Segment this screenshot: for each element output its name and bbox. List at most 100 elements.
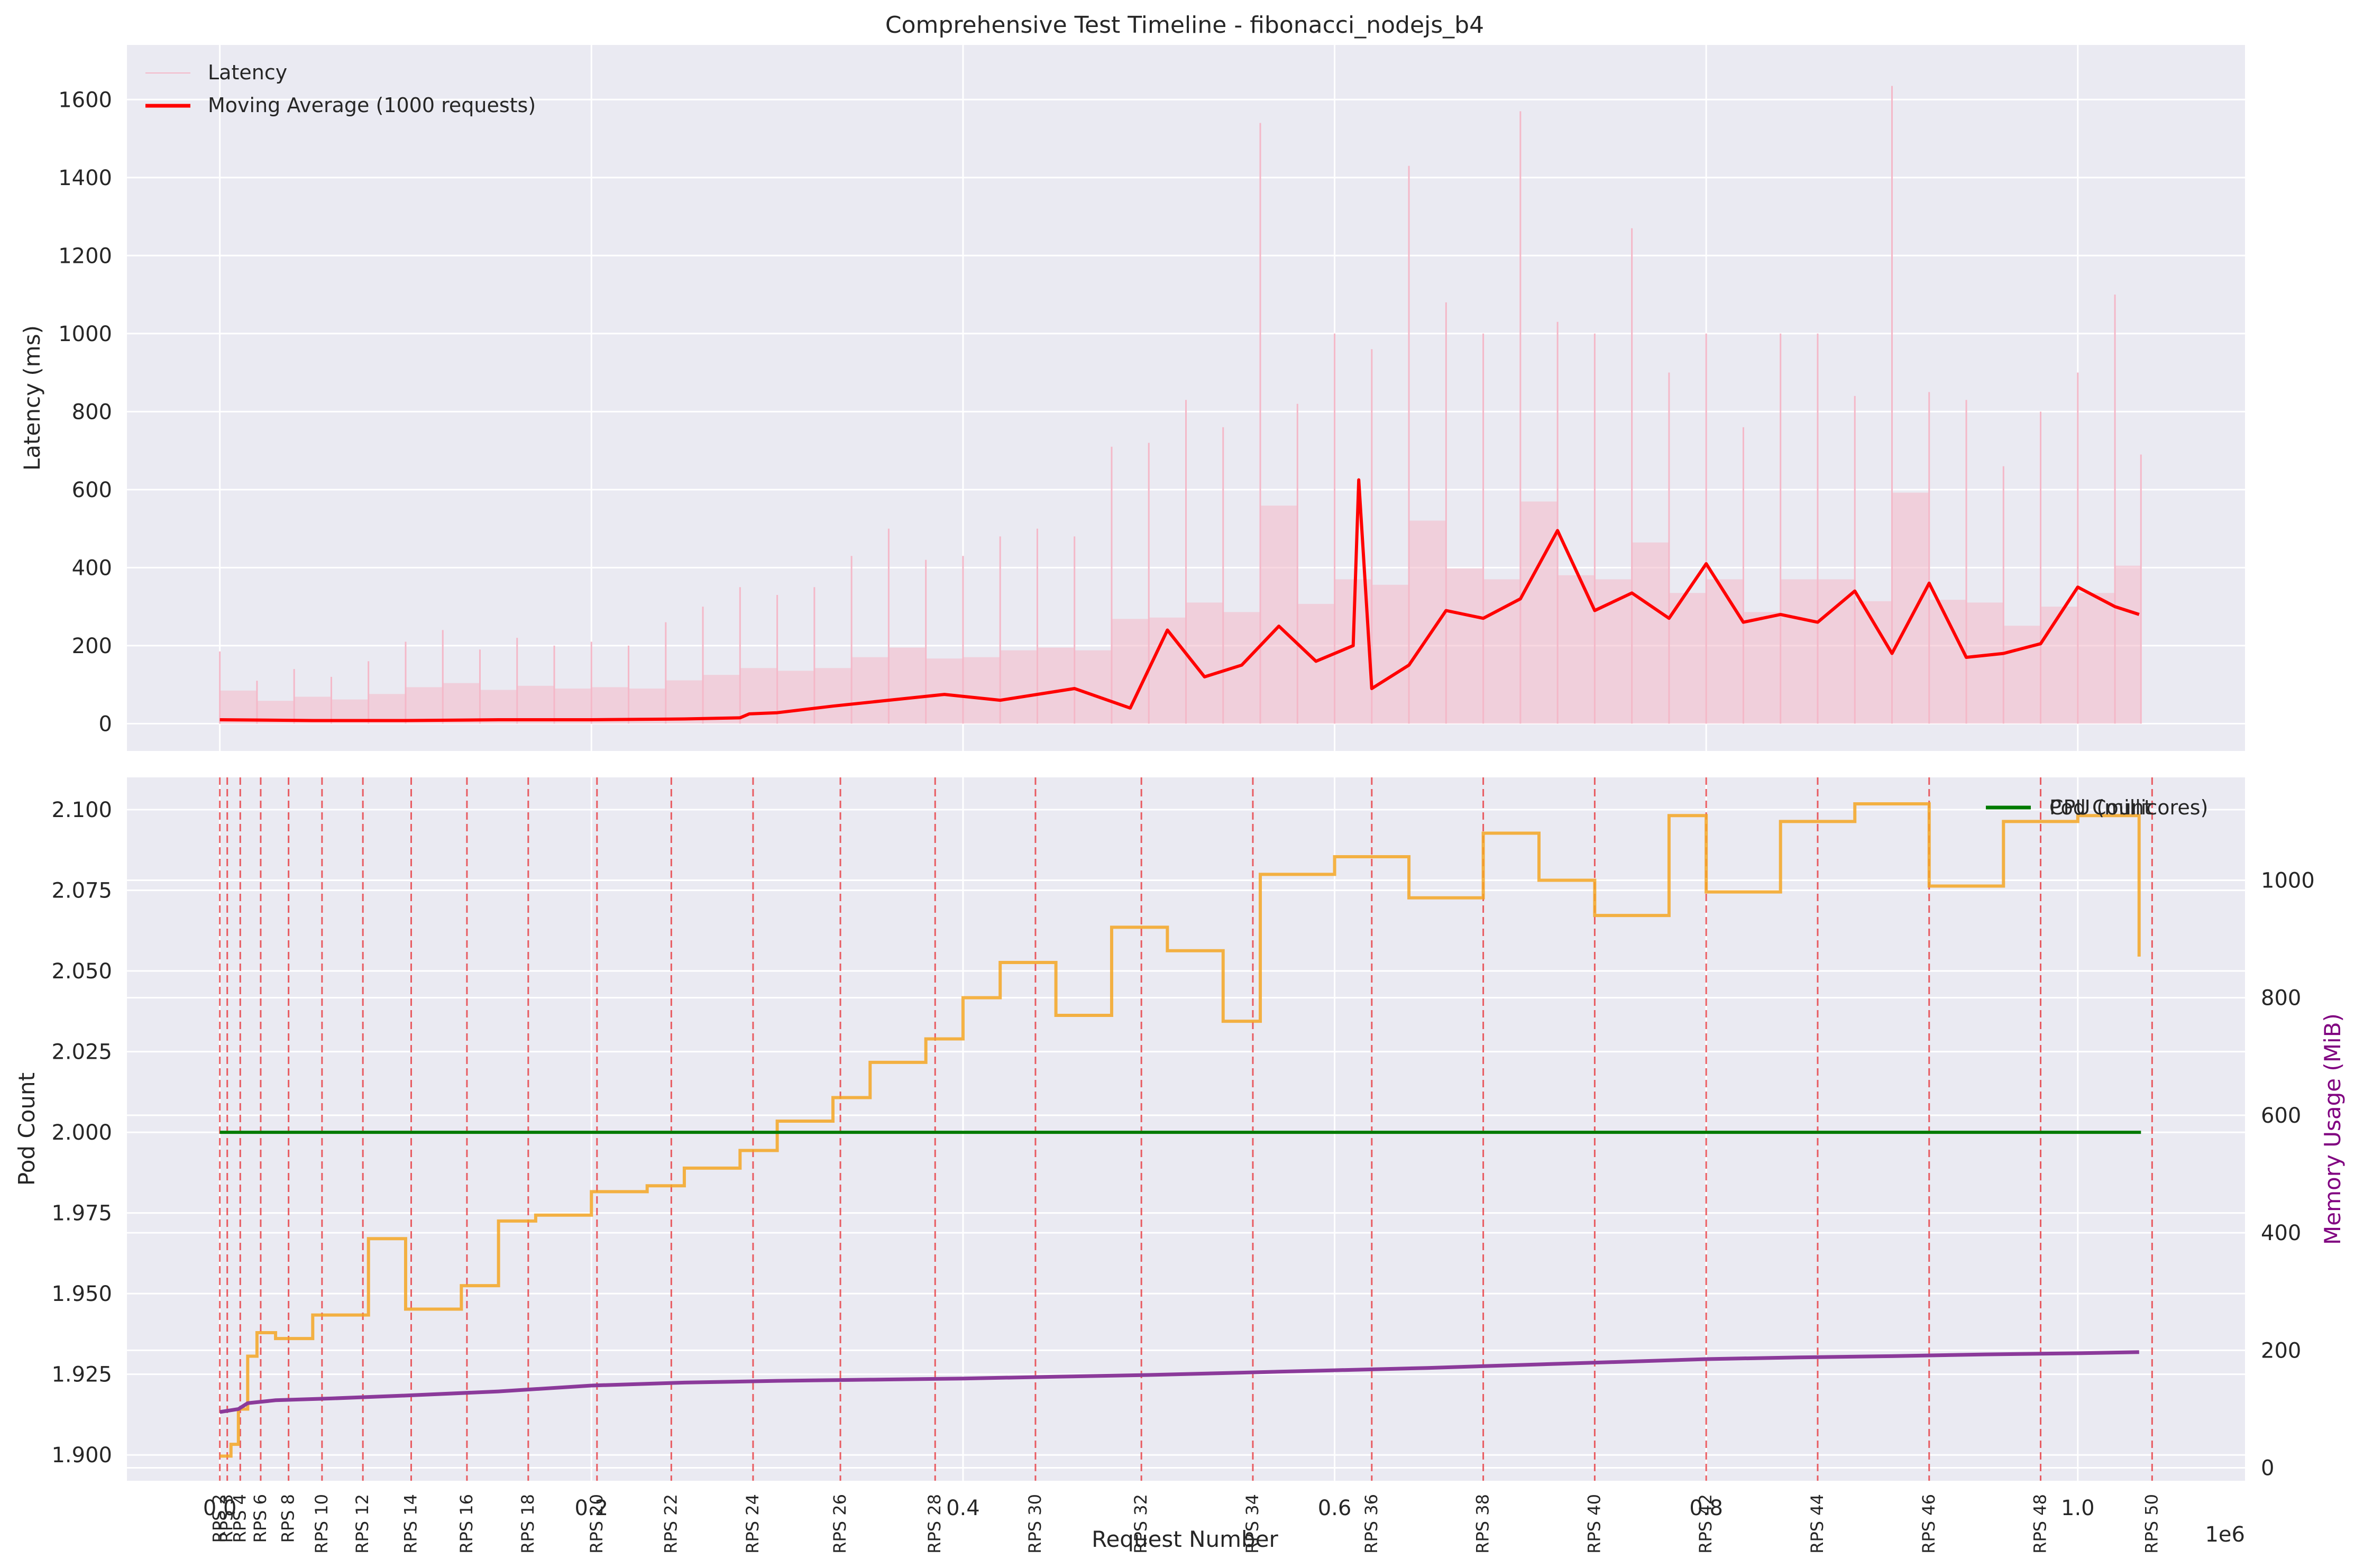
- latency-band: [777, 671, 814, 724]
- latency-band: [963, 657, 1001, 724]
- latency-panel: 0 200 400 600 800 1000 1200 1400 1600 Latency (m…: [19, 45, 2245, 751]
- memory-y-tick-label: 0: [2261, 1456, 2274, 1481]
- resource-legend: CPU (millicores)Pod Count: [1986, 796, 2208, 819]
- pod-count-y-tick-label: 2.075: [51, 879, 112, 903]
- resource-legend-label: Pod Count: [2049, 796, 2152, 819]
- resource-series: [219, 802, 2141, 1458]
- latency-band: [517, 685, 555, 724]
- latency-band: [1409, 520, 1446, 724]
- latency-band: [703, 675, 740, 724]
- latency-band: [814, 668, 852, 724]
- memory-y-ticks: 0 200 400 600 800 1000: [2261, 868, 2315, 1480]
- latency-band: [1000, 650, 1038, 724]
- request-x-tick-label: 0.4: [946, 1496, 980, 1520]
- latency-band: [1817, 579, 1855, 724]
- latency-y-tick-label: 800: [72, 400, 112, 424]
- rps-marker-label: RPS 24: [743, 1494, 763, 1554]
- latency-band: [1743, 612, 1781, 724]
- latency-y-tick-label: 200: [72, 634, 112, 658]
- latency-band: [1669, 593, 1707, 724]
- moving-average-line: [219, 478, 2140, 722]
- latency-band: [888, 647, 926, 724]
- latency-band: [1632, 542, 1669, 724]
- latency-band: [368, 694, 406, 724]
- latency-band: [1260, 506, 1298, 724]
- latency-y-tick-label: 0: [99, 712, 112, 736]
- pod-count-y-axis-label: Pod Count: [14, 1072, 40, 1186]
- x-axis-scale-label: 1e6: [2205, 1523, 2245, 1547]
- memory-y-tick-label: 400: [2261, 1221, 2301, 1245]
- rps-marker-label: RPS 4: [230, 1494, 250, 1543]
- pod-count-y-tick-label: 2.100: [51, 798, 112, 822]
- latency-band: [1706, 579, 1744, 724]
- latency-band: [2115, 565, 2141, 724]
- rps-marker-label: RPS 34: [1242, 1494, 1262, 1554]
- rps-marker-label: RPS 40: [1584, 1494, 1604, 1554]
- pod-count-y-tick-label: 2.050: [51, 959, 112, 984]
- rps-marker-label: RPS 20: [587, 1494, 607, 1554]
- memory-line: [219, 1350, 2139, 1414]
- latency-band: [1446, 568, 1483, 724]
- latency-y-tick-label: 600: [72, 478, 112, 502]
- latency-band: [2003, 626, 2041, 724]
- rps-marker-label: RPS 10: [311, 1494, 332, 1554]
- latency-y-tick-label: 1200: [58, 244, 112, 268]
- latency-band: [665, 680, 703, 724]
- latency-y-tick-label: 1400: [58, 166, 112, 190]
- memory-y-tick-label: 1000: [2261, 868, 2315, 893]
- resource-plot-area: [127, 777, 2245, 1481]
- latency-legend-label: Moving Average (1000 requests): [208, 94, 536, 117]
- latency-y-tick-label: 400: [72, 556, 112, 580]
- latency-band: [1892, 492, 1929, 724]
- pod-count-y-tick-label: 1.950: [51, 1282, 112, 1306]
- latency-legend: Latency Moving Average (1000 requests): [145, 61, 536, 117]
- rps-marker-label: RPS 44: [1807, 1494, 1827, 1554]
- pod-count-y-tick-label: 1.975: [51, 1202, 112, 1226]
- rps-marker-label: RPS 46: [1919, 1494, 1939, 1554]
- rps-marker-label: RPS 50: [2141, 1494, 2161, 1554]
- rps-marker-label: RPS 6: [250, 1494, 270, 1543]
- rps-marker-label: RPS 2: [209, 1494, 230, 1543]
- rps-marker-label: RPS 3: [217, 1494, 237, 1543]
- request-x-tick-label: 0.0: [203, 1496, 237, 1520]
- latency-band: [554, 688, 592, 724]
- memory-y-axis-label: Memory Usage (MiB): [2320, 1013, 2345, 1245]
- rps-marker-label: RPS 18: [518, 1494, 538, 1554]
- latency-band: [405, 687, 443, 724]
- pod-count-y-tick-label: 2.000: [51, 1121, 112, 1145]
- rps-marker-lines: [219, 777, 2153, 1481]
- request-x-tick-label: 1.0: [2061, 1496, 2095, 1520]
- request-x-tick-label: 0.8: [1689, 1496, 1723, 1520]
- latency-y-tick-label: 1600: [58, 88, 112, 112]
- latency-band: [1074, 650, 1112, 724]
- rps-marker-label: RPS 28: [924, 1494, 945, 1554]
- pod-count-y-tick-label: 1.900: [51, 1443, 112, 1468]
- latency-band: [1371, 584, 1409, 724]
- request-number-x-axis-label: Request Number: [1092, 1526, 1278, 1552]
- pod-count-y-tick-label: 2.025: [51, 1040, 112, 1065]
- rps-marker-label: RPS 36: [1361, 1494, 1381, 1554]
- request-x-tick-label: 0.2: [574, 1496, 608, 1520]
- latency-y-axis-label: Latency (ms): [19, 325, 45, 471]
- chart-title: Comprehensive Test Timeline - fibonacci_…: [885, 12, 1484, 39]
- latency-band: [2077, 593, 2115, 724]
- latency-band: [219, 690, 257, 724]
- rps-marker-label: RPS 8: [278, 1494, 298, 1543]
- cpu-line: [219, 802, 2141, 1458]
- resource-legend-label: CPU (millicores): [2049, 796, 2208, 819]
- latency-band: [851, 657, 889, 724]
- latency-band: [1780, 579, 1818, 724]
- latency-y-ticks: 0 200 400 600 800 1000 1200 1400 1600: [58, 88, 112, 736]
- rps-marker-label: RPS 30: [1025, 1494, 1045, 1554]
- request-number-x-ticks: 0.0 0.2 0.4 0.6 0.8 1.0: [203, 1496, 2095, 1520]
- pod-count-y-ticks: 1.900 1.925 1.950 1.975 2.000 2.025 2.050 2.075…: [51, 798, 112, 1468]
- latency-band: [1149, 617, 1186, 724]
- latency-y-tick-label: 1000: [58, 322, 112, 346]
- rps-marker-label: RPS 14: [401, 1494, 421, 1554]
- pod-count-y-tick-label: 1.925: [51, 1363, 112, 1387]
- memory-y-tick-label: 800: [2261, 986, 2301, 1011]
- latency-band: [2040, 607, 2078, 724]
- rps-marker-label: RPS 22: [661, 1494, 681, 1554]
